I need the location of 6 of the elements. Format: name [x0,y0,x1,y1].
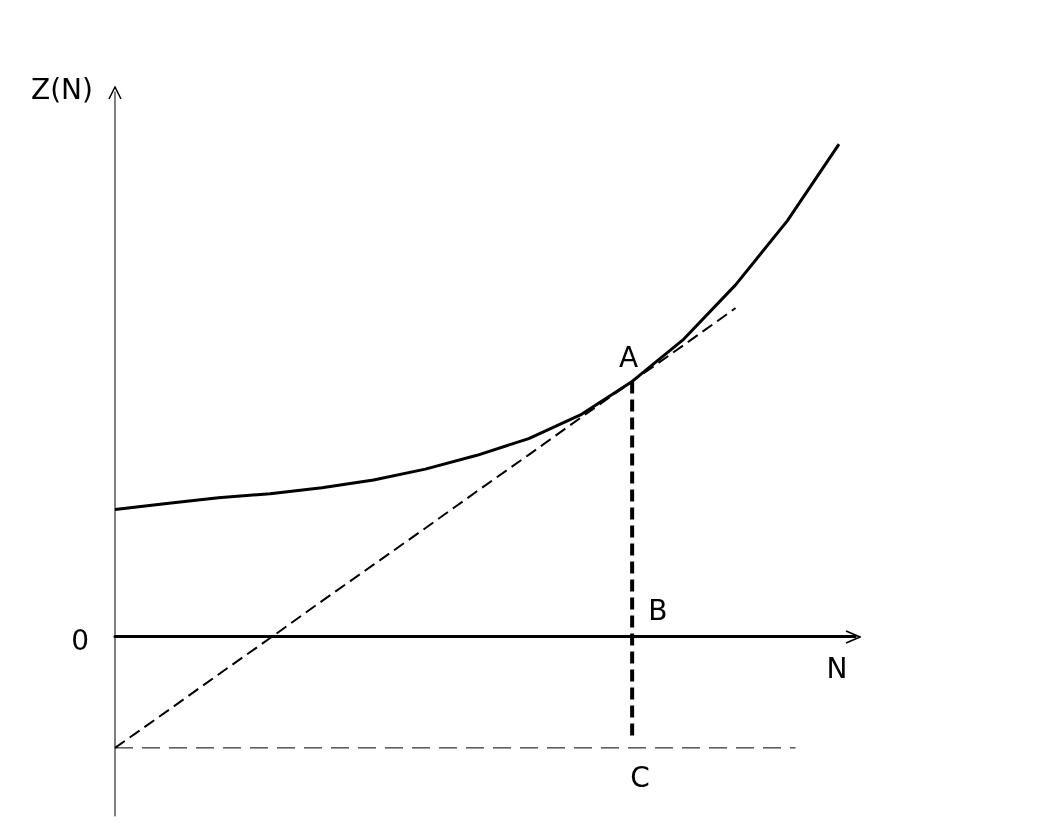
text: C [630,761,650,795]
text: 0 [71,623,89,657]
x-axis-title: N [826,651,848,685]
annotation: A [618,340,639,374]
y-axis-title: Z(N) [31,73,93,107]
annotation: B [648,593,668,627]
